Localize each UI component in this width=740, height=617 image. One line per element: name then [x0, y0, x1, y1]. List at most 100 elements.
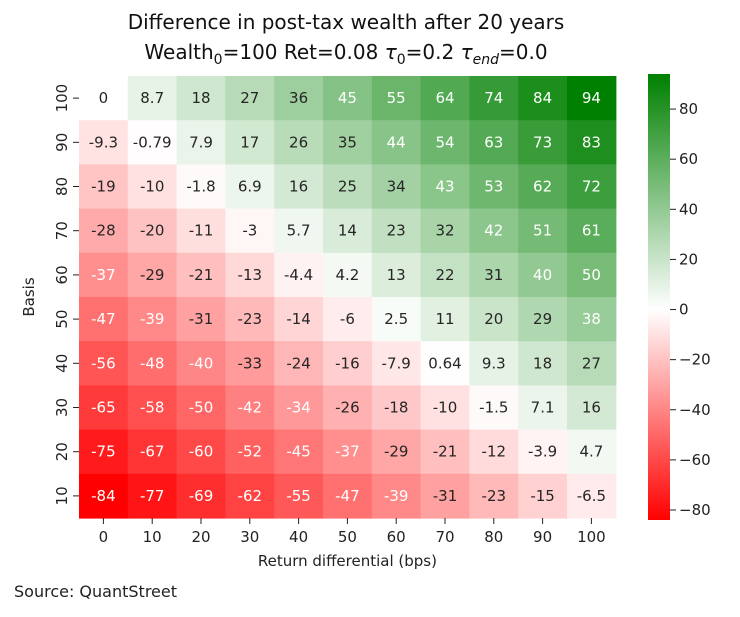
heatmap-cell: [323, 341, 373, 386]
chart-subtitle: Wealth0=100 Ret=0.08 τ0=0.2 τend=0.0: [144, 40, 548, 68]
heatmap-cell: [371, 341, 422, 386]
heatmap-cell: [176, 76, 226, 121]
cell-value-label: 22: [435, 266, 454, 284]
heatmap-cell: [79, 208, 129, 254]
heatmap-cell: [518, 208, 568, 254]
heatmap-cell: [371, 76, 422, 121]
heatmap-cell: [176, 429, 226, 475]
heatmap-cell: [469, 385, 519, 431]
x-tick-label: 30: [240, 528, 259, 546]
heatmap-cell: [469, 120, 519, 165]
y-tick-label: 30: [53, 398, 71, 417]
heatmap-cell: [274, 208, 324, 254]
heatmap-cell: [420, 341, 470, 386]
cell-value-label: 55: [387, 89, 406, 107]
x-tick-label: 50: [338, 528, 357, 546]
cell-value-label: 9.3: [482, 354, 506, 372]
heatmap-cell: [225, 341, 275, 386]
heatmap-cell: [567, 429, 617, 475]
cell-value-label: 0.64: [428, 354, 461, 372]
cell-value-label: -39: [140, 310, 165, 328]
cell-value-label: 7.9: [189, 133, 213, 151]
heatmap-cell: [274, 473, 324, 519]
heatmap-cell: [274, 120, 324, 165]
cell-value-label: -60: [189, 443, 214, 461]
heatmap-cell: [371, 429, 422, 475]
heatmap-cell: [176, 252, 226, 298]
cell-value-label: 0: [99, 89, 109, 107]
cell-value-label: -20: [140, 222, 165, 240]
cell-value-label: -37: [91, 266, 116, 284]
cell-value-label: -21: [433, 443, 458, 461]
cell-value-label: 16: [582, 399, 601, 417]
heatmap-cell: [274, 429, 324, 475]
heatmap-cell: [176, 385, 226, 431]
cell-value-label: 74: [484, 89, 503, 107]
heatmap-cell: [518, 252, 568, 298]
heatmap-cell: [225, 208, 275, 254]
heatmap-cell: [420, 120, 470, 165]
cell-value-label: -9.3: [89, 133, 118, 151]
heatmap-cell: [469, 297, 519, 342]
heatmap-cell: [127, 473, 178, 519]
y-tick-label: 20: [53, 442, 71, 461]
y-tick-label: 90: [53, 133, 71, 152]
heatmap-cell: [469, 164, 519, 210]
cell-value-label: 4.7: [579, 443, 603, 461]
heatmap-cell: [567, 252, 617, 298]
source-note: Source: QuantStreet: [14, 582, 177, 601]
cell-value-label: 27: [582, 354, 601, 372]
heatmap-cell: [225, 120, 275, 165]
heatmap-cell: [274, 76, 324, 121]
cell-value-label: 29: [533, 310, 552, 328]
cell-value-label: -10: [140, 178, 165, 196]
cell-value-label: 23: [387, 222, 406, 240]
cell-value-label: 25: [338, 178, 357, 196]
cell-value-label: -3.9: [528, 443, 557, 461]
cell-value-label: 17: [240, 133, 259, 151]
cell-value-label: -10: [433, 399, 458, 417]
heatmap-cell: [79, 297, 129, 342]
heatmap-cell: [225, 76, 275, 121]
heatmap-cell: [420, 252, 470, 298]
cell-value-label: -33: [238, 354, 263, 372]
heatmap-cell: [323, 429, 373, 475]
heatmap-cell: [127, 164, 178, 210]
cell-value-label: 20: [484, 310, 503, 328]
y-tick-label: 100: [53, 84, 71, 113]
cell-value-label: -4.4: [284, 266, 313, 284]
cell-value-label: 42: [484, 222, 503, 240]
cell-value-label: 40: [533, 266, 552, 284]
colorbar-tick-label: −20: [679, 351, 711, 369]
heatmap-cell: [323, 120, 373, 165]
heatmap-cell: [79, 164, 129, 210]
heatmap-cell: [469, 208, 519, 254]
cell-value-label: 18: [191, 89, 210, 107]
heatmap-cell: [371, 252, 422, 298]
heatmap-cell: [567, 341, 617, 386]
cell-value-label: 2.5: [384, 310, 408, 328]
cell-value-label: -52: [238, 443, 263, 461]
cell-value-label: -84: [91, 487, 116, 505]
cell-value-label: -6.5: [577, 487, 606, 505]
heatmap-cell: [79, 120, 129, 165]
cell-value-label: 34: [387, 178, 406, 196]
colorbar: [648, 74, 670, 520]
heatmap-cell: [420, 76, 470, 121]
cell-value-label: -13: [238, 266, 263, 284]
heatmap-cell: [420, 473, 470, 519]
heatmap-cell: [567, 208, 617, 254]
heatmap-cell: [274, 164, 324, 210]
heatmap-cell: [176, 120, 226, 165]
cell-value-label: -6: [340, 310, 355, 328]
heatmap-cell: [176, 341, 226, 386]
heatmap-cell: [127, 76, 178, 121]
cell-value-label: -0.79: [133, 133, 172, 151]
heatmap-cell: [567, 120, 617, 165]
cell-value-label: 54: [435, 133, 454, 151]
colorbar-tick-label: 80: [679, 100, 698, 118]
heatmap-cell: [371, 473, 422, 519]
cell-value-label: -47: [335, 487, 360, 505]
y-tick-label: 80: [53, 177, 71, 196]
x-tick-label: 80: [484, 528, 503, 546]
